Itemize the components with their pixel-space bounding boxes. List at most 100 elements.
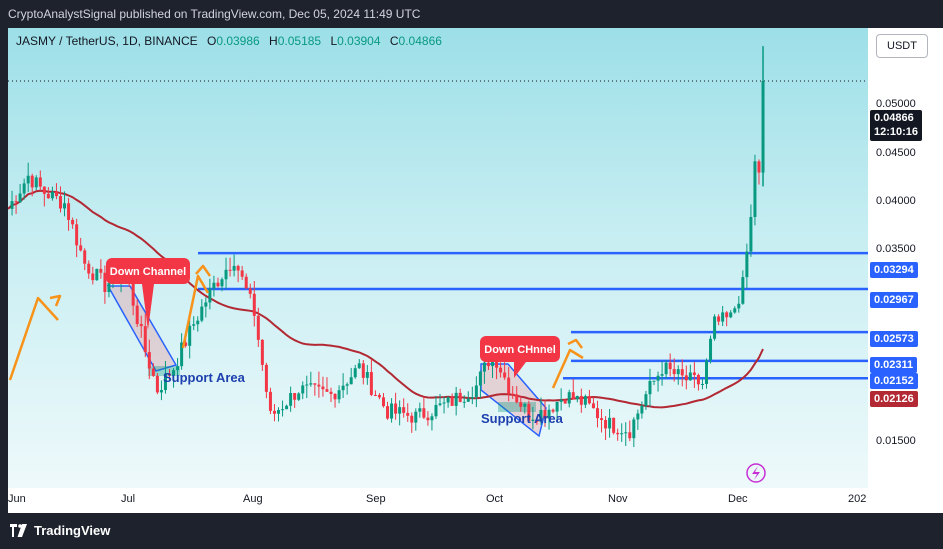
candle-body xyxy=(159,390,163,393)
tradingview-logo-icon xyxy=(10,524,27,537)
candle-body xyxy=(668,362,672,370)
candle-body xyxy=(595,408,599,419)
down-channel-callout-pointer xyxy=(142,284,154,330)
candle-body xyxy=(301,385,305,394)
moving-average-line xyxy=(8,189,764,409)
candle-body xyxy=(63,203,67,209)
support-box xyxy=(148,366,180,376)
candle-body xyxy=(208,288,212,303)
candle-body xyxy=(438,403,442,405)
publisher-bar: CryptoAnalystSignal published on Trading… xyxy=(0,0,943,28)
candle-body xyxy=(713,316,717,339)
candle-body xyxy=(38,177,42,187)
level-tag: 0.02967 xyxy=(870,292,918,308)
candle-body xyxy=(220,279,224,287)
symbol-title: JASMY / TetherUS, 1D, BINANCE xyxy=(16,34,198,48)
down-channel-shape xyxy=(106,285,178,372)
candle-body xyxy=(591,403,595,409)
candle-body xyxy=(345,384,349,386)
candle-body xyxy=(523,403,527,407)
candle-body xyxy=(644,394,648,406)
candle-body xyxy=(79,245,83,251)
candle-body xyxy=(741,277,745,304)
candle-body xyxy=(587,396,591,404)
candle-body xyxy=(535,419,539,422)
level-tag: 0.02573 xyxy=(870,331,918,347)
candle-body xyxy=(83,250,87,264)
lightning-icon xyxy=(746,463,766,483)
candle-body xyxy=(660,374,664,376)
candle-body xyxy=(729,312,733,318)
candle-body xyxy=(692,372,696,375)
candle-body xyxy=(248,288,252,294)
currency-button[interactable]: USDT xyxy=(876,34,928,58)
candle-body xyxy=(757,161,761,173)
candle-body xyxy=(260,339,264,365)
down-channel-callout-text: Down CHnnel xyxy=(484,344,556,356)
candle-body xyxy=(18,193,22,203)
price-tick: 0.03500 xyxy=(876,243,916,255)
candle-body xyxy=(612,417,616,433)
candle-body xyxy=(499,367,503,373)
candle-body xyxy=(75,224,79,246)
candle-body xyxy=(277,410,281,414)
candle-body xyxy=(478,371,482,386)
candle-body xyxy=(462,401,466,403)
candle-body xyxy=(216,282,220,287)
candle-body xyxy=(361,363,365,378)
candle-body xyxy=(632,419,636,439)
candle-body xyxy=(745,251,749,278)
candle-body xyxy=(474,385,478,398)
candle-body xyxy=(200,306,204,321)
candle-body xyxy=(466,398,470,402)
candle-body xyxy=(628,432,632,439)
candle-body xyxy=(357,363,361,369)
arrow-head xyxy=(195,264,212,277)
candle-body xyxy=(575,395,579,400)
trend-arrow-path xyxy=(551,348,584,389)
candle-body xyxy=(608,417,612,429)
candle-body xyxy=(176,366,180,371)
candle-body xyxy=(196,320,200,325)
candle-body xyxy=(600,418,604,421)
candle-body xyxy=(507,377,511,394)
candle-body xyxy=(353,368,357,378)
time-tick: Jul xyxy=(121,493,136,505)
candle-body xyxy=(71,219,75,225)
down-channel-callout-box xyxy=(480,336,560,362)
candle-body xyxy=(563,399,567,404)
candle-body xyxy=(224,269,228,280)
trend-arrow-path xyxy=(8,296,59,381)
candle-body xyxy=(373,394,377,396)
candle-body xyxy=(264,364,268,392)
time-axis[interactable]: Jun Jul Aug Sep Oct Nov Dec 202 xyxy=(8,488,868,513)
candle-body xyxy=(139,324,143,327)
countdown-value: 12:10:16 xyxy=(874,126,919,138)
support-box xyxy=(498,402,536,412)
candle-body xyxy=(285,405,289,410)
candle-body xyxy=(656,375,660,381)
candle-body xyxy=(717,316,721,322)
candle-body xyxy=(252,293,256,316)
candle-body xyxy=(232,265,236,271)
candle-body xyxy=(567,392,571,404)
candle-body xyxy=(365,372,369,378)
candle-body xyxy=(281,409,285,411)
chart-plot-area[interactable]: Down Channel Down CHnnel Support Area Suppo… xyxy=(8,28,868,488)
down-channel-callout-text: Down Channel xyxy=(110,266,186,278)
candle-body xyxy=(430,416,434,421)
candle-body xyxy=(204,302,208,307)
candle-body xyxy=(559,399,563,402)
candle-body xyxy=(236,265,240,271)
time-tick: 202 xyxy=(848,493,867,505)
candle-body xyxy=(289,392,293,406)
candle-body xyxy=(733,308,737,313)
price-tick: 0.01500 xyxy=(876,435,916,447)
candle-body xyxy=(515,394,519,403)
open-value: 0.03986 xyxy=(216,34,260,48)
price-axis[interactable]: USDT 0.05000 0.04500 0.04000 0.03500 0.0… xyxy=(868,28,943,513)
candle-body xyxy=(664,362,668,375)
close-label: C xyxy=(389,34,399,48)
candle-body xyxy=(34,177,38,188)
candle-body xyxy=(337,390,341,400)
